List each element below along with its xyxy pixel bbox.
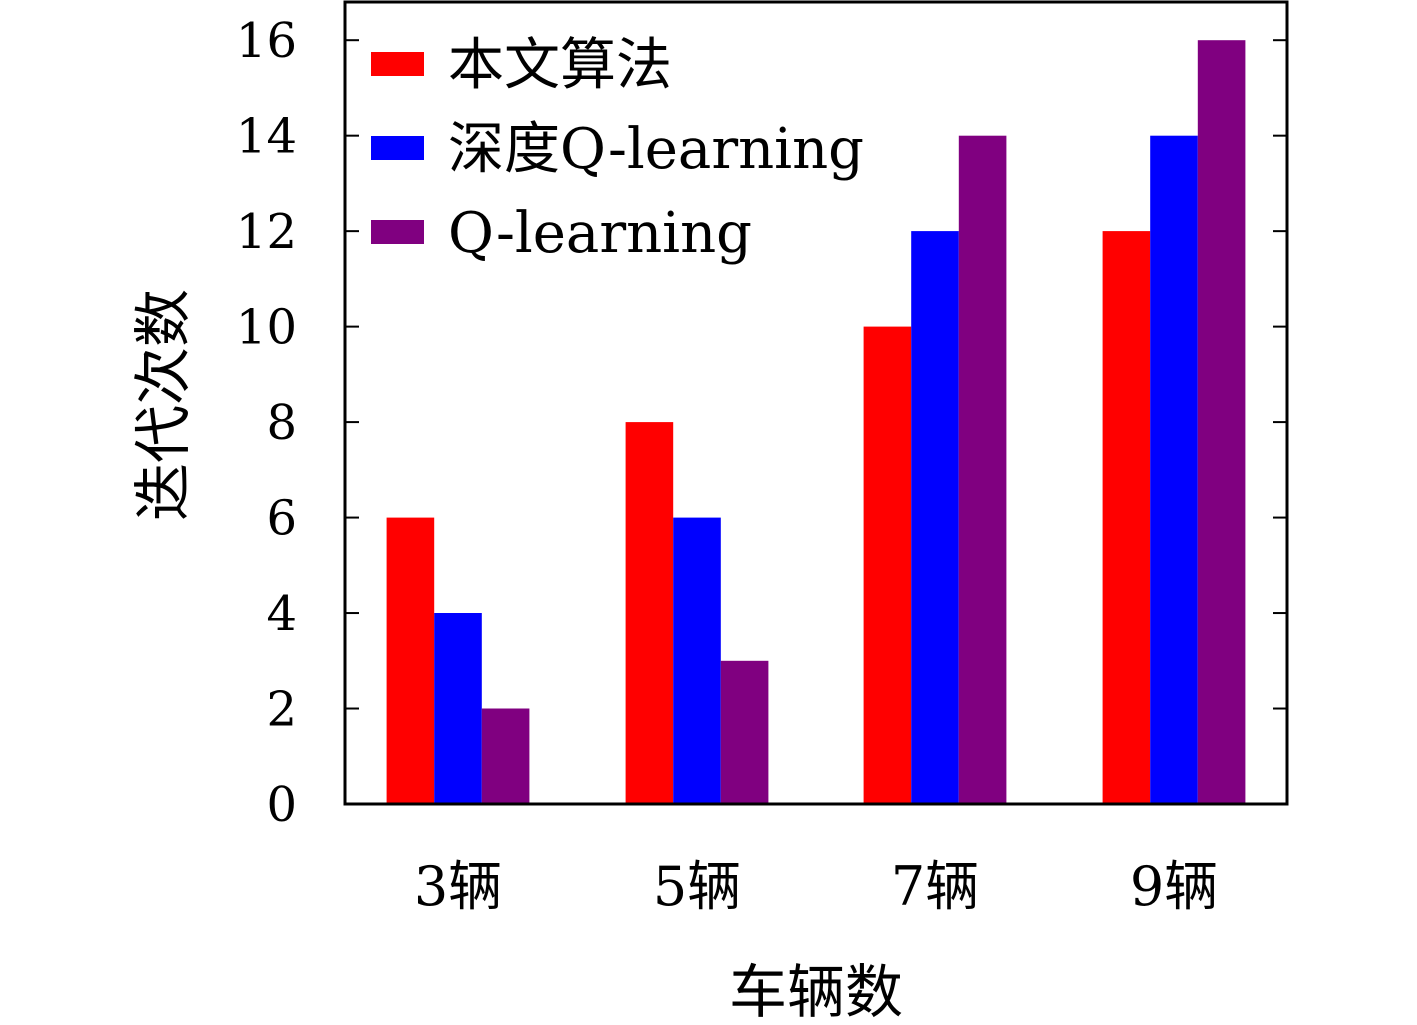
bar-2-2 <box>673 517 721 804</box>
bar-2-3 <box>911 231 959 805</box>
legend-label-3: Q-learning <box>448 201 752 266</box>
y-tick-label-3: 6 <box>266 491 297 547</box>
bar-1-2 <box>625 422 674 804</box>
legend-label-2: 深度Q-learning <box>448 117 864 182</box>
legend-label-1: 本文算法 <box>448 33 672 98</box>
bar-2-1 <box>434 613 482 804</box>
legend-swatch-1 <box>371 52 424 76</box>
plot-frame <box>343 0 1289 806</box>
y-tick-label-6: 12 <box>236 204 297 260</box>
x-category-label-1: 3辆 <box>414 855 502 918</box>
x-category-label-4: 9辆 <box>1130 855 1218 918</box>
bar-3-3 <box>958 135 1007 804</box>
bar-1-1 <box>386 517 435 804</box>
y-tick-label-0: 0 <box>266 777 297 833</box>
y-tick-label-8: 16 <box>236 13 297 69</box>
bar-3-1 <box>481 708 530 804</box>
bars-group <box>386 40 1246 805</box>
y-tick-label-4: 8 <box>266 395 297 451</box>
x-axis-categories: 3辆 5辆 7辆 9辆 <box>414 855 1218 918</box>
y-tick-label-1: 2 <box>266 682 297 738</box>
x-category-label-2: 5辆 <box>653 855 741 918</box>
bar-2-4 <box>1150 135 1198 804</box>
legend-swatch-3 <box>371 220 424 244</box>
y-tick-label-2: 4 <box>266 586 297 642</box>
y-axis-ticks: 0 2 4 6 8 10 12 14 16 <box>236 13 1287 833</box>
x-category-label-3: 7辆 <box>891 855 979 918</box>
legend-swatch-2 <box>371 136 424 160</box>
bar-3-4 <box>1197 40 1246 804</box>
x-axis-title: 车辆数 <box>729 958 903 1025</box>
y-axis-title: 迭代次数 <box>129 289 197 521</box>
bar-3-2 <box>720 660 769 804</box>
bar-1-4 <box>1102 231 1151 805</box>
y-tick-label-5: 10 <box>236 300 297 356</box>
bar-1-3 <box>863 326 912 804</box>
y-tick-label-7: 14 <box>236 109 297 165</box>
